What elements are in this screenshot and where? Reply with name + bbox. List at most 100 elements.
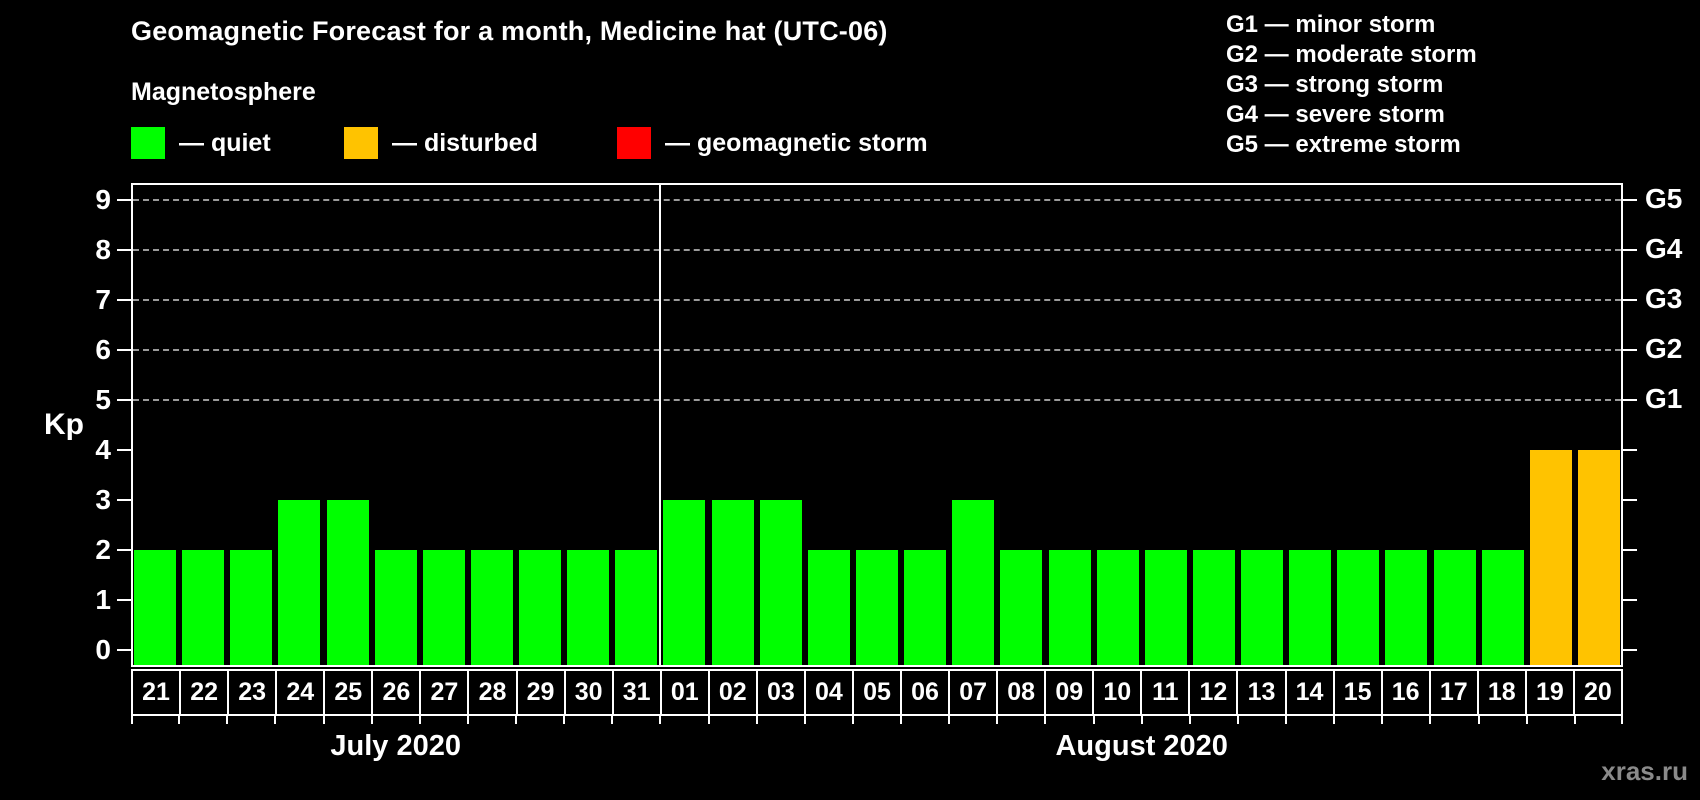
bar-day-24 — [278, 500, 321, 665]
bottom-tick-8 — [515, 716, 518, 724]
bottom-tick-11 — [659, 716, 662, 724]
bar-day-11 — [1144, 550, 1187, 665]
y-tick-label-8: 8 — [95, 234, 111, 265]
day-cell-16: 16 — [1383, 671, 1431, 714]
y-tick-left-6 — [117, 349, 131, 351]
gridline-kp-6 — [133, 349, 1621, 351]
g-scale-line-g4: G4 — severe storm — [1226, 101, 1445, 128]
y-tick-label-5: 5 — [95, 384, 111, 415]
bottom-tick-27 — [1429, 716, 1432, 724]
y-tick-label-9: 9 — [95, 184, 111, 215]
day-cell-25: 25 — [325, 671, 374, 714]
day-cell-27: 27 — [421, 671, 470, 714]
day-cell-26: 26 — [373, 671, 422, 714]
legend-quiet-label: — quiet — [179, 128, 271, 157]
bar-day-17 — [1433, 550, 1476, 665]
y-tick-left-1 — [117, 599, 131, 601]
bottom-tick-20 — [1092, 716, 1095, 724]
bar-day-18 — [1481, 550, 1524, 665]
day-cell-14: 14 — [1287, 671, 1335, 714]
bar-day-29 — [519, 550, 562, 665]
day-cell-06: 06 — [902, 671, 951, 714]
legend-item-quiet: — quiet — [131, 126, 271, 160]
bar-day-04 — [807, 550, 850, 665]
y-tick-right-4 — [1623, 449, 1637, 451]
gridline-kp-8 — [133, 249, 1621, 251]
bottom-tick-17 — [948, 716, 951, 724]
plot-area: 0 1 2 3 4 5 6 7 8 9 G1 G2 G3 G4 G5 — [95, 183, 1682, 667]
day-cell-17: 17 — [1431, 671, 1479, 714]
bottom-tick-26 — [1381, 716, 1384, 724]
bottom-tick-16 — [900, 716, 903, 724]
bottom-tick-5 — [370, 716, 373, 724]
bar-day-21 — [134, 550, 177, 665]
bottom-tick-14 — [803, 716, 806, 724]
g-scale-line-g2: G2 — moderate storm — [1226, 41, 1477, 68]
day-cell-07: 07 — [950, 671, 999, 714]
y-tick-left-2 — [117, 549, 131, 551]
legend-storm-label: — geomagnetic storm — [665, 128, 928, 157]
bar-day-08 — [1000, 550, 1043, 665]
bar-day-31 — [615, 550, 658, 665]
bottom-tick-29 — [1525, 716, 1528, 724]
y-tick-left-5 — [117, 399, 131, 401]
day-cell-05: 05 — [854, 671, 902, 714]
day-cell-08: 08 — [998, 671, 1047, 714]
day-cell-31: 31 — [614, 671, 662, 714]
bar-day-05 — [856, 550, 898, 665]
bar-day-16 — [1385, 550, 1428, 665]
g-scale-legend: G1 — minor storm G2 — moderate storm G3 … — [1226, 10, 1477, 160]
bar-day-27 — [422, 550, 465, 665]
bar-day-23 — [230, 550, 273, 665]
y-axis-label-kp: Kp — [44, 408, 84, 441]
bottom-tick-12 — [707, 716, 710, 724]
y-tick-left-4 — [117, 449, 131, 451]
day-cell-19: 19 — [1527, 671, 1575, 714]
bar-day-14 — [1289, 550, 1332, 665]
bottom-tick-25 — [1333, 716, 1336, 724]
bar-day-13 — [1241, 550, 1284, 665]
legend-item-storm: — geomagnetic storm — [617, 126, 928, 160]
bar-day-30 — [567, 550, 610, 665]
month-label: August 2020 — [1055, 730, 1228, 762]
day-cell-11: 11 — [1142, 671, 1191, 714]
day-cell-15: 15 — [1335, 671, 1383, 714]
day-cell-02: 02 — [710, 671, 758, 714]
bottom-tick-13 — [755, 716, 758, 724]
y-tick-left-3 — [117, 499, 131, 501]
bar-day-25 — [326, 500, 369, 665]
legend-disturbed-label: — disturbed — [392, 128, 538, 157]
bar-day-12 — [1192, 550, 1235, 665]
y-tick-right-7 — [1623, 299, 1637, 301]
bottom-tick-21 — [1140, 716, 1143, 724]
bottom-tick-31 — [1621, 716, 1623, 724]
right-axis-label-g1: G1 — [1645, 383, 1683, 414]
page-title: Geomagnetic Forecast for a month, Medici… — [131, 16, 888, 46]
bottom-tick-3 — [274, 716, 277, 724]
y-tick-left-8 — [117, 249, 131, 251]
g-scale-line-g1: G1 — minor storm — [1226, 11, 1436, 38]
g-scale-line-g5: G5 — extreme storm — [1226, 131, 1461, 158]
bottom-tick-6 — [418, 716, 421, 724]
right-axis-label-g5: G5 — [1645, 183, 1683, 214]
day-cell-24: 24 — [277, 671, 326, 714]
right-axis-label-g2: G2 — [1645, 333, 1683, 364]
day-cell-18: 18 — [1479, 671, 1527, 714]
bar-day-20 — [1577, 450, 1620, 665]
day-cell-20: 20 — [1584, 678, 1612, 706]
day-cell-10: 10 — [1094, 671, 1143, 714]
y-tick-right-0 — [1623, 649, 1637, 651]
day-cell-13: 13 — [1238, 671, 1287, 714]
month-divider-line — [659, 183, 662, 667]
bar-day-02 — [711, 500, 754, 665]
bottom-tick-28 — [1477, 716, 1480, 724]
g-scale-line-g3: G3 — strong storm — [1226, 71, 1444, 98]
bar-day-15 — [1337, 550, 1380, 665]
y-tick-label-1: 1 — [95, 584, 111, 615]
bar-day-06 — [904, 550, 947, 665]
y-tick-right-9 — [1623, 199, 1637, 201]
day-cell-01: 01 — [662, 671, 710, 714]
day-cell-23: 23 — [229, 671, 278, 714]
magnetosphere-subtitle: Magnetosphere — [131, 78, 316, 106]
y-tick-label-2: 2 — [95, 534, 111, 565]
